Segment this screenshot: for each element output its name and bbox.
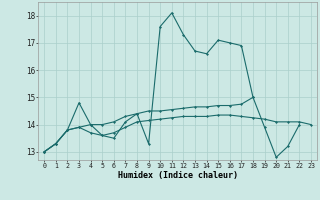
X-axis label: Humidex (Indice chaleur): Humidex (Indice chaleur) (118, 171, 238, 180)
